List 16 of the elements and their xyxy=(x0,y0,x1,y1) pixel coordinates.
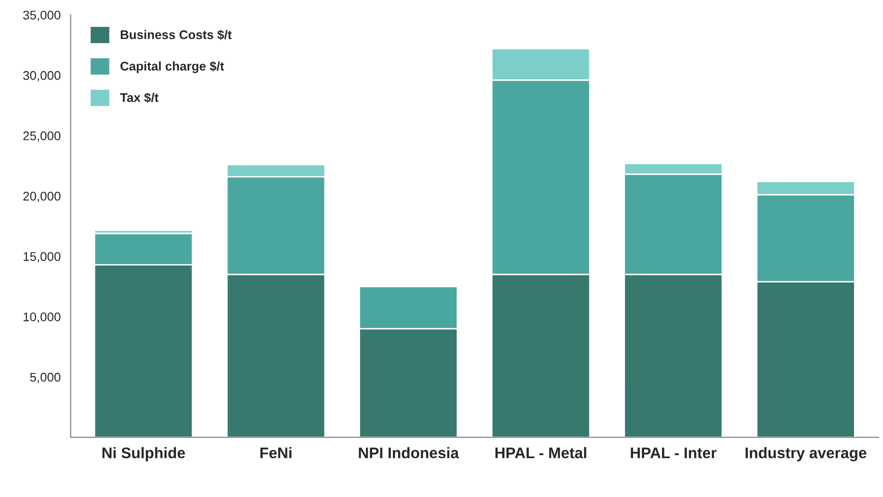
y-tick-label: 10,000 xyxy=(24,312,60,323)
y-tick-label: 20,000 xyxy=(23,192,60,202)
legend-label: Tax $/t xyxy=(120,92,158,103)
legend-label: Business Costs $/t xyxy=(120,30,232,40)
x-tick-label: FeNi xyxy=(260,447,292,458)
x-tick-label: NPI Indonesia xyxy=(358,447,459,458)
y-tick-label: 25,000 xyxy=(23,131,60,142)
y-tick-label: 5,000 xyxy=(30,372,60,384)
y-tick-label: 35,000 xyxy=(23,10,60,22)
x-tick-label: HPAL - Inter xyxy=(630,448,716,458)
x-tick-label: Ni Sulphide xyxy=(102,447,185,462)
legend-label: Capital charge $/t xyxy=(120,61,224,74)
x-tick-label: Industry average xyxy=(746,447,866,462)
y-tick-label: 30,000 xyxy=(23,71,60,82)
y-tick-label: 15,000 xyxy=(24,252,60,262)
x-tick-label: HPAL - Metal xyxy=(495,447,586,458)
